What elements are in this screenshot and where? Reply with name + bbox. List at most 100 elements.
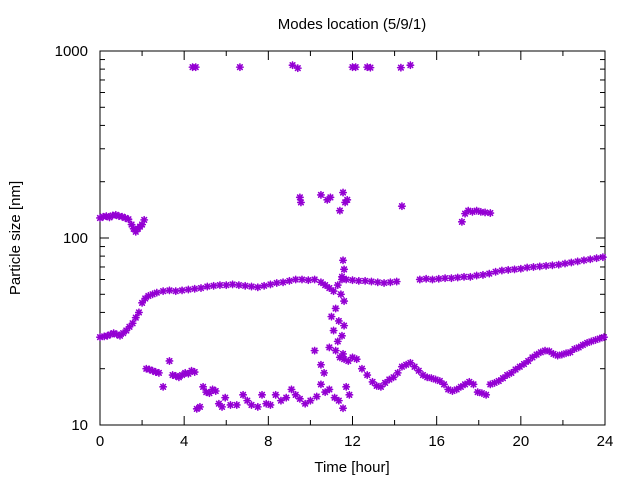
data-point — [542, 261, 551, 270]
data-point — [415, 275, 424, 284]
data-point — [392, 277, 401, 286]
x-tick-label: 24 — [597, 433, 614, 450]
data-point — [472, 271, 481, 280]
data-point — [293, 64, 302, 73]
data-point — [253, 283, 262, 292]
data-point — [469, 380, 478, 389]
data-point — [373, 278, 382, 287]
data-point — [232, 400, 241, 409]
data-point — [301, 399, 310, 408]
data-point — [131, 313, 140, 322]
data-point — [340, 321, 349, 330]
data-point — [393, 368, 402, 377]
data-point — [599, 333, 608, 342]
data-point — [296, 198, 305, 207]
data-point — [342, 382, 351, 391]
data-point — [138, 298, 147, 307]
plot-frame — [99, 50, 606, 426]
data-point — [306, 396, 315, 405]
data-point — [357, 364, 366, 373]
data-point — [478, 270, 487, 279]
data-point — [447, 274, 456, 283]
data-point — [266, 280, 275, 289]
data-point — [561, 259, 570, 268]
data-point — [316, 278, 325, 287]
data-point — [310, 275, 319, 284]
data-point — [456, 382, 465, 391]
data-point — [528, 353, 537, 362]
data-point — [406, 61, 415, 70]
axis-ticks — [99, 50, 606, 426]
y-axis-label: Particle size [nm] — [7, 181, 24, 295]
data-point — [339, 349, 348, 358]
data-point — [339, 188, 348, 197]
y-tick-label: 100 — [63, 230, 88, 247]
data-point — [554, 260, 563, 269]
data-point — [337, 331, 346, 340]
x-tick-label: 0 — [96, 433, 104, 450]
data-point — [234, 281, 243, 290]
data-point — [422, 274, 431, 283]
data-point — [266, 400, 275, 409]
data-point — [184, 285, 193, 294]
data-point — [352, 355, 361, 364]
data-point — [327, 312, 336, 321]
data-point — [440, 380, 449, 389]
data-point — [535, 262, 544, 271]
data-point — [466, 272, 475, 281]
data-point — [191, 63, 200, 72]
data-point — [312, 392, 321, 401]
data-point — [598, 253, 607, 262]
data-point — [441, 274, 450, 283]
data-point — [295, 394, 304, 403]
data-point — [344, 356, 353, 365]
data-point — [239, 390, 248, 399]
data-point — [376, 382, 385, 391]
data-point — [159, 382, 168, 391]
data-point — [340, 297, 349, 306]
data-point — [348, 276, 357, 285]
data-point — [297, 275, 307, 284]
data-point — [304, 276, 313, 285]
data-point — [271, 390, 280, 399]
data-point — [435, 376, 444, 385]
data-point — [367, 277, 376, 286]
data-point — [325, 284, 334, 293]
data-point — [218, 402, 227, 411]
data-point — [326, 193, 335, 202]
data-point — [128, 319, 137, 328]
data-point — [345, 390, 354, 399]
data-point — [504, 265, 513, 274]
data-point — [491, 267, 500, 276]
data-point — [316, 190, 325, 199]
data-point — [397, 202, 406, 211]
data-point — [523, 263, 532, 272]
data-point — [288, 61, 297, 70]
data-point — [329, 326, 338, 335]
data-point — [548, 261, 557, 270]
data-point — [152, 288, 161, 297]
data-point — [165, 286, 174, 295]
data-point — [335, 206, 344, 215]
x-tick-label: 8 — [264, 433, 272, 450]
data-point — [253, 402, 262, 411]
data-point — [247, 400, 256, 409]
y-tick-label: 1000 — [55, 43, 88, 60]
data-points — [96, 61, 608, 413]
data-point — [340, 265, 349, 274]
data-point — [124, 215, 133, 224]
chart-title: Modes location (5/9/1) — [278, 16, 426, 33]
data-point — [339, 404, 348, 413]
tick-labels: 0 4 8 12 16 20 24 10 100 1000 — [55, 43, 614, 450]
data-point — [310, 346, 319, 355]
data-point — [320, 368, 329, 377]
data-point — [197, 284, 205, 293]
x-tick-label: 12 — [344, 433, 361, 450]
data-point — [134, 308, 143, 317]
data-point — [178, 286, 187, 295]
data-point — [486, 209, 495, 218]
data-point — [336, 290, 345, 299]
data-point — [195, 402, 204, 411]
data-point — [190, 284, 199, 293]
